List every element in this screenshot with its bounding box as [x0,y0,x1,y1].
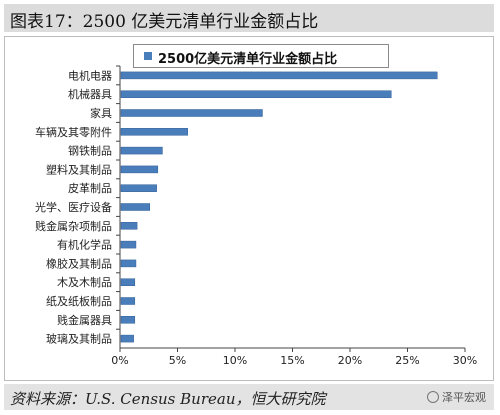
bar [120,71,438,80]
x-tick-label: 15% [280,354,304,367]
bar [120,222,138,230]
category-label: 贱金属器具 [57,313,112,327]
bar [120,146,163,155]
category-label: 塑料及其制品 [46,162,112,176]
x-tick-label: 30% [453,354,477,367]
bar [120,259,137,268]
category-label: 车辆及其零附件 [35,125,112,139]
category-label: 电机电器 [68,68,112,82]
category-label: 纸及纸板制品 [46,294,112,308]
category-label: 玻璃及其制品 [46,332,112,346]
category-label: 皮革制品 [68,181,112,195]
watermark: 泽平宏观 [427,389,486,405]
legend-label: 2500亿美元清单行业金额占比 [158,52,338,67]
chart-legend: 2500亿美元清单行业金额占比 [133,44,389,68]
x-tick-label: 5% [169,354,186,367]
category-label: 贱金属杂项制品 [35,219,112,233]
bar [120,165,159,174]
bar [120,128,188,136]
bar [120,90,392,98]
watermark-text: 泽平宏观 [442,391,486,404]
bar [120,109,263,117]
category-label: 光学、医疗设备 [35,200,112,214]
bar [120,316,136,324]
x-tick-label: 25% [395,354,419,367]
category-label: 钢铁制品 [68,145,112,158]
bar [120,278,136,286]
chart-frame [4,36,494,381]
x-tick-label: 20% [338,354,362,367]
x-tick-label: 10% [223,354,247,367]
bar [120,297,136,305]
x-tick-label: 0% [111,354,128,367]
category-label: 有机化学品 [57,238,112,252]
bar [120,203,150,211]
bar [120,334,134,343]
bar [120,240,137,249]
bar [120,184,157,192]
legend-swatch [144,52,152,60]
category-label: 橡胶及其制品 [46,256,112,270]
figure-title-bar: 图表17：2500 亿美元清单行业金额占比 [4,4,494,32]
source-bar: 资料来源：U.S. Census Bureau，恒大研究院 泽平宏观 [4,384,494,410]
category-label: 家具 [90,106,112,120]
figure-title: 图表17：2500 亿美元清单行业金额占比 [10,12,319,32]
source-note: 资料来源：U.S. Census Bureau，恒大研究院 [10,390,326,408]
category-label: 机械器具 [68,87,112,101]
wechat-icon [427,391,439,403]
category-label: 木及木制品 [57,276,112,289]
